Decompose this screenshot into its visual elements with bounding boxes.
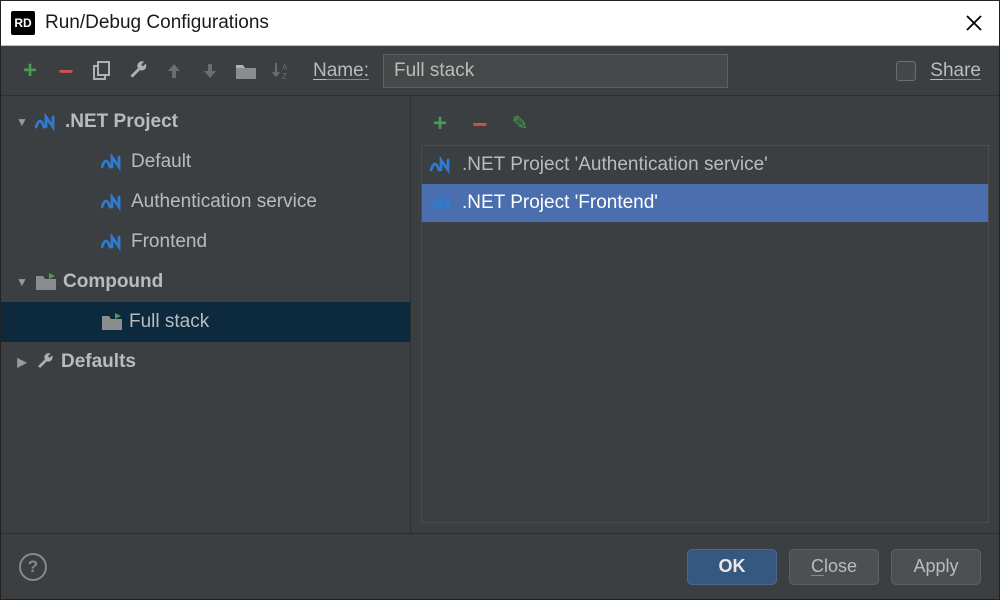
tree-item-auth[interactable]: Authentication service [1, 182, 410, 222]
plus-icon: + [23, 59, 37, 83]
tree-group-net-project[interactable]: ▼ .NET Project [1, 102, 410, 142]
tree-label: Defaults [61, 351, 136, 373]
tree-label: Authentication service [131, 191, 317, 213]
net-icon [430, 156, 454, 174]
folder-icon [235, 61, 257, 81]
minus-icon: − [472, 111, 487, 137]
dialog-body: ▼ .NET Project Default Authentication se… [1, 96, 999, 533]
tree-label: Default [131, 151, 191, 173]
tree-group-compound[interactable]: ▼ Compound [1, 262, 410, 302]
tree-label: Compound [63, 271, 163, 293]
net-icon [101, 193, 125, 211]
remove-run-button[interactable]: − [469, 113, 491, 135]
tree-item-full-stack[interactable]: Full stack [1, 302, 410, 342]
arrow-down-icon [200, 61, 220, 81]
apply-button[interactable]: Apply [891, 549, 981, 585]
config-name-input[interactable] [383, 54, 728, 88]
wrench-icon [35, 352, 55, 372]
pencil-icon: ✎ [512, 111, 529, 136]
tree-label: .NET Project [65, 111, 178, 133]
chevron-down-icon: ▼ [15, 275, 29, 289]
arrow-up-icon [164, 61, 184, 81]
share-label: Share [930, 60, 981, 82]
net-icon [101, 153, 125, 171]
sub-toolbar: + − ✎ [421, 102, 989, 146]
add-config-button[interactable]: + [19, 60, 41, 82]
button-label: OK [719, 556, 746, 577]
sort-icon: AZ [271, 60, 293, 82]
svg-text:A: A [282, 63, 288, 72]
chevron-right-icon: ▶ [15, 355, 29, 369]
dialog-window: RD Run/Debug Configurations + − AZ Name: [0, 0, 1000, 600]
wrench-icon [127, 60, 149, 82]
close-button[interactable]: Close [789, 549, 879, 585]
config-tree: ▼ .NET Project Default Authentication se… [1, 96, 411, 533]
tree-label: Full stack [129, 311, 209, 333]
name-label: Name: [313, 60, 369, 82]
help-button[interactable]: ? [19, 553, 47, 581]
main-toolbar: + − AZ Name: Share [1, 46, 999, 96]
folder-button[interactable] [235, 60, 257, 82]
tree-label: Frontend [131, 231, 207, 253]
net-icon [101, 233, 125, 251]
window-title: Run/Debug Configurations [45, 12, 959, 34]
run-list-item[interactable]: .NET Project 'Frontend' [422, 184, 988, 222]
run-item-label: .NET Project 'Authentication service' [462, 154, 768, 176]
dialog-footer: ? OK Close Apply [1, 533, 999, 599]
help-icon: ? [28, 557, 38, 577]
copy-config-button[interactable] [91, 60, 113, 82]
folder-run-icon [35, 273, 57, 291]
edit-run-button[interactable]: ✎ [509, 113, 531, 135]
run-item-label: .NET Project 'Frontend' [462, 192, 658, 214]
title-bar: RD Run/Debug Configurations [1, 1, 999, 46]
chevron-down-icon: ▼ [15, 115, 29, 129]
detail-panel: + − ✎ .NET Project 'Authentication servi… [411, 96, 999, 533]
run-list-item[interactable]: .NET Project 'Authentication service' [422, 146, 988, 184]
share-checkbox[interactable] [896, 61, 916, 81]
run-list: .NET Project 'Authentication service' .N… [421, 146, 989, 523]
app-logo: RD [11, 11, 35, 35]
close-window-button[interactable] [959, 8, 989, 38]
button-label: Apply [913, 556, 958, 577]
folder-run-icon [101, 313, 123, 331]
tree-item-default[interactable]: Default [1, 142, 410, 182]
settings-button[interactable] [127, 60, 149, 82]
ok-button[interactable]: OK [687, 549, 777, 585]
remove-config-button[interactable]: − [55, 60, 77, 82]
move-down-button[interactable] [199, 60, 221, 82]
copy-icon [91, 60, 113, 82]
plus-icon: + [433, 112, 447, 136]
move-up-button[interactable] [163, 60, 185, 82]
net-icon [35, 113, 59, 131]
tree-item-frontend[interactable]: Frontend [1, 222, 410, 262]
tree-group-defaults[interactable]: ▶ Defaults [1, 342, 410, 382]
sort-button[interactable]: AZ [271, 60, 293, 82]
minus-icon: − [58, 58, 73, 84]
add-run-button[interactable]: + [429, 113, 451, 135]
svg-text:Z: Z [282, 72, 287, 81]
button-label: Close [811, 556, 857, 577]
net-icon [430, 194, 454, 212]
